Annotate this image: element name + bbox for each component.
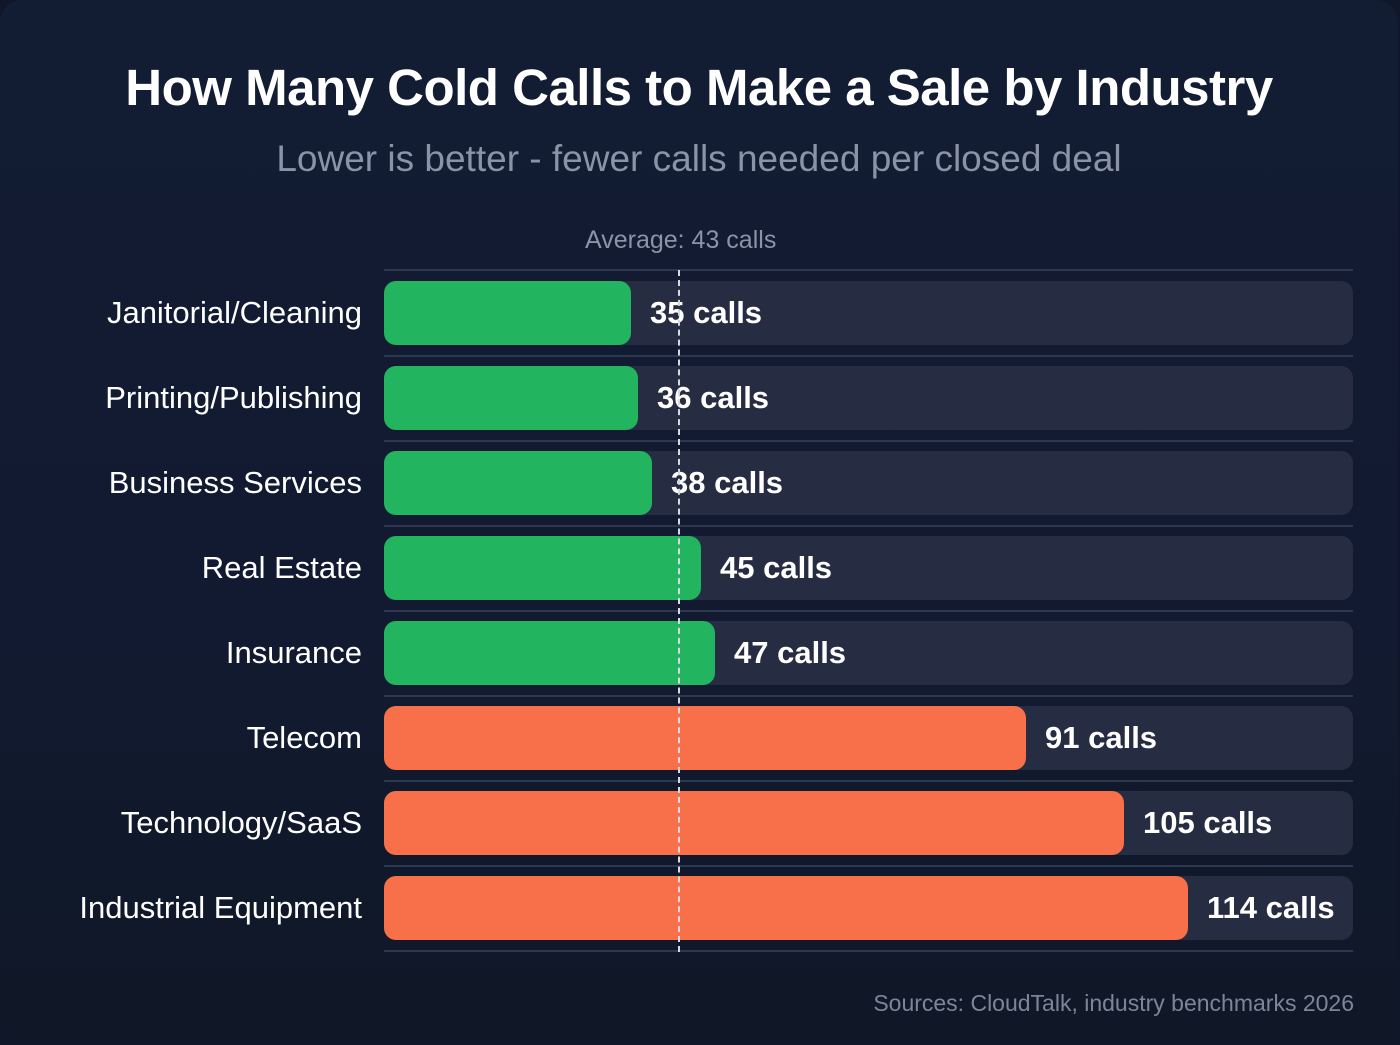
source-note: Sources: CloudTalk, industry benchmarks … — [873, 990, 1354, 1016]
gridline — [384, 780, 1353, 782]
bar-industrial-equipment — [384, 876, 1188, 940]
gridline — [384, 610, 1353, 612]
average-reference-line — [678, 270, 680, 952]
value-label: 91 calls — [1045, 720, 1158, 755]
bar-business-services — [384, 451, 652, 515]
value-label: 45 calls — [720, 550, 833, 585]
gridline — [384, 865, 1353, 867]
value-label: 36 calls — [657, 380, 770, 415]
gridline — [384, 525, 1353, 527]
bar-printing-publishing — [384, 366, 638, 430]
gridline — [384, 950, 1353, 952]
chart-subtitle: Lower is better - fewer calls needed per… — [276, 138, 1122, 179]
value-label: 38 calls — [671, 465, 784, 500]
bar-technology-saas — [384, 791, 1124, 855]
bar-telecom — [384, 706, 1026, 770]
value-label: 47 calls — [734, 635, 847, 670]
category-label: Printing/Publishing — [105, 380, 362, 415]
bar-real-estate — [384, 536, 701, 600]
value-label: 114 calls — [1207, 890, 1335, 925]
category-label: Business Services — [108, 465, 362, 500]
category-label: Insurance — [225, 635, 362, 670]
category-label: Industrial Equipment — [79, 890, 362, 925]
average-label: Average: 43 calls — [585, 226, 777, 254]
category-label: Telecom — [246, 720, 362, 755]
chart-title: How Many Cold Calls to Make a Sale by In… — [125, 59, 1273, 116]
category-label: Real Estate — [201, 550, 362, 585]
bar-janitorial-cleaning — [384, 281, 631, 345]
category-label: Technology/SaaS — [120, 805, 362, 840]
gridline — [384, 355, 1353, 357]
value-label: 35 calls — [650, 295, 763, 330]
gridline — [384, 440, 1353, 442]
gridline — [384, 695, 1353, 697]
bar-insurance — [384, 621, 715, 685]
category-label: Janitorial/Cleaning — [106, 295, 362, 330]
gridline — [384, 269, 1353, 271]
value-label: 105 calls — [1143, 805, 1273, 840]
